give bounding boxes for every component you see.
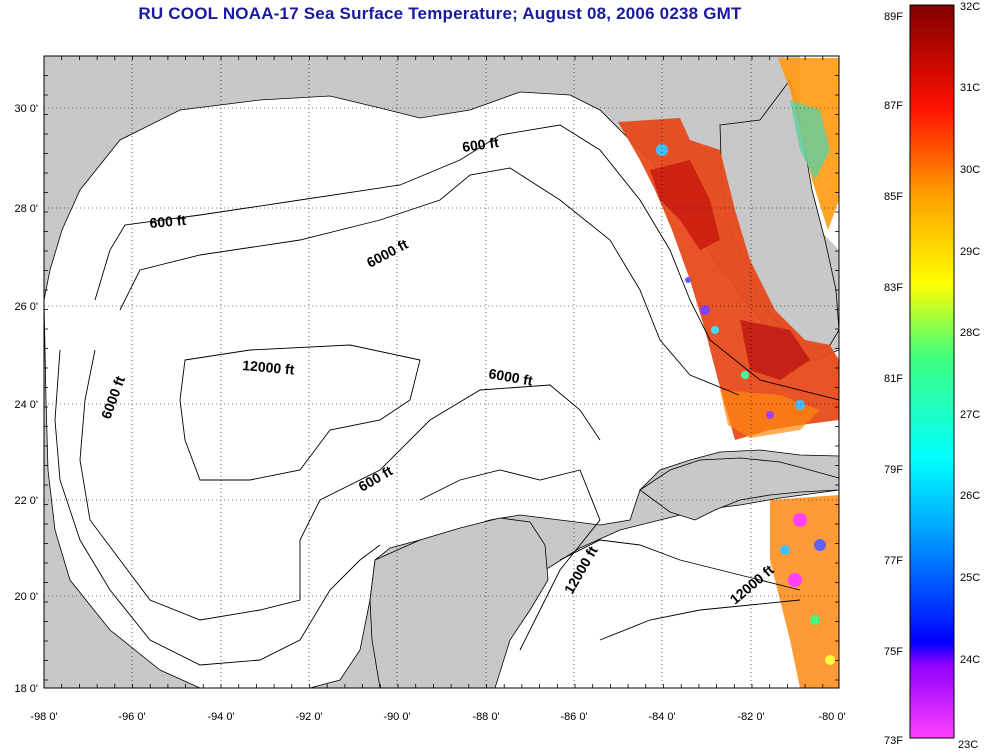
y-axis-labels: 30 0' 28 0' 26 0' 24 0' 22 0' 20 0' 18 0… (14, 103, 38, 695)
colorbar-gradient (909, 4, 955, 739)
y-tick-label: 22 0' (14, 495, 38, 507)
contour-label-6000-east: 6000 ft (487, 365, 534, 389)
colorbar-f-label: 85F (884, 191, 903, 203)
contour-label-12000-center: 12000 ft (242, 357, 296, 378)
x-tick-label: -94 0' (207, 711, 234, 723)
x-tick-label: -84 0' (648, 711, 675, 723)
colorbar-f-label: 75F (884, 646, 903, 658)
colorbar-c-label: 27C (960, 409, 980, 421)
y-tick-label: 24 0' (14, 399, 38, 411)
colorbar-f-label: 87F (884, 100, 903, 112)
x-tick-label: -82 0' (737, 711, 764, 723)
contour-carib-2 (599, 599, 801, 641)
colorbar-c-label: 31C (960, 82, 980, 94)
contour-12000ft (179, 344, 421, 481)
colorbar-fahrenheit-labels: 89F 87F 85F 83F 81F 79F 77F 75F 73F (884, 11, 903, 747)
x-tick-label: -92 0' (295, 711, 322, 723)
sst-swath-atlantic-cool (790, 100, 830, 180)
contour-600ft-north (94, 124, 839, 401)
map-title: RU COOL NOAA-17 Sea Surface Temperature;… (138, 4, 742, 23)
x-tick-label: -86 0' (560, 711, 587, 723)
gulf-water (44, 91, 839, 688)
colorbar-f-label: 89F (884, 11, 903, 23)
contour-carib-1 (559, 539, 801, 591)
y-tick-label: 28 0' (14, 203, 38, 215)
sst-caribbean-speckles (780, 513, 835, 665)
contour-12000ft-south (419, 469, 601, 651)
colorbar-c-label: 29C (960, 246, 980, 258)
sst-swath-hot-2 (740, 320, 810, 380)
colorbar-c-label: 25C (960, 572, 980, 584)
y-tick-label: 20 0' (14, 591, 38, 603)
colorbar-f-label: 77F (884, 555, 903, 567)
colorbar-f-label: 83F (884, 282, 903, 294)
y-tick-label: 26 0' (14, 301, 38, 313)
colorbar-c-label: 23C (958, 739, 978, 751)
contour-6000ft-west (79, 349, 601, 621)
colorbar-c-label: 30C (960, 164, 980, 176)
plot-area: 600 ft 600 ft 6000 ft 12000 ft 6000 ft 6… (44, 56, 839, 688)
sst-swath-hot (650, 160, 720, 250)
contour-600ft-south (54, 349, 381, 666)
plot-frame (43, 55, 840, 689)
colorbar-c-label: 24C (960, 654, 980, 666)
frame-ticks (43, 55, 839, 688)
contour-label-600-nw: 600 ft (149, 212, 187, 231)
sst-cool-speckles (656, 144, 805, 419)
x-tick-label: -98 0' (30, 711, 57, 723)
x-tick-label: -96 0' (118, 711, 145, 723)
y-tick-label: 30 0' (14, 103, 38, 115)
x-tick-label: -80 0' (818, 711, 845, 723)
y-tick-label: 18 0' (14, 683, 38, 695)
contour-label-600-ne: 600 ft (461, 134, 500, 155)
yucatan-land (369, 517, 549, 688)
x-tick-label: -90 0' (383, 711, 410, 723)
colorbar-c-label: 28C (960, 327, 980, 339)
colorbar-c-label: 26C (960, 490, 980, 502)
colorbar-f-label: 79F (884, 464, 903, 476)
colorbar-f-label: 73F (884, 735, 903, 747)
gridlines (44, 56, 839, 688)
x-axis-labels: -98 0' -96 0' -94 0' -92 0' -90 0' -88 0… (30, 711, 845, 723)
colorbar-f-label: 81F (884, 373, 903, 385)
cuba-land (639, 457, 839, 521)
colorbar-celsius-labels: 32C 31C 30C 29C 28C 27C 26C 25C 24C 23C (958, 1, 980, 751)
x-tick-label: -88 0' (472, 711, 499, 723)
contour-6000ft-north (119, 167, 740, 396)
colorbar: 89F 87F 85F 83F 81F 79F 77F 75F 73F 32C … (884, 1, 980, 751)
colorbar-c-label: 32C (960, 1, 980, 13)
bathymetry-contours (54, 124, 839, 666)
